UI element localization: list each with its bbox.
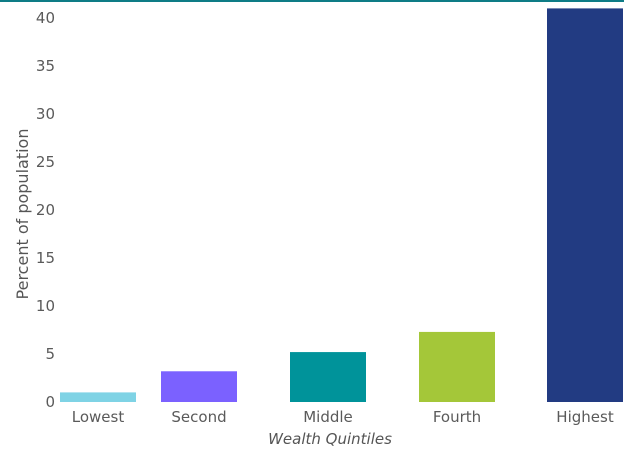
bar-lowest [60,392,136,402]
x-axis-title: Wealth Quintiles [268,430,392,448]
y-tick-label: 5 [45,345,55,363]
y-tick-label: 15 [36,249,55,267]
bar-fourth [419,331,495,402]
y-tick-label: 30 [36,105,55,123]
x-axis-ticks: Lowest Second Middle Fourth Highest [72,408,614,426]
x-tick-label-highest: Highest [556,408,614,426]
y-axis-title: Percent of population [13,129,32,300]
bar-highest [547,8,623,403]
y-axis-ticks: 0 5 10 15 20 25 30 35 40 [36,9,55,411]
y-tick-label: 10 [36,297,55,315]
y-tick-label: 20 [36,201,55,219]
x-tick-label-lowest: Lowest [72,408,125,426]
y-tick-label: 40 [36,9,55,27]
x-tick-label-fourth: Fourth [433,408,481,426]
x-tick-label-middle: Middle [303,408,353,426]
bar-middle [290,352,366,402]
y-tick-label: 25 [36,153,55,171]
y-tick-label: 0 [45,393,55,411]
bar-second [161,371,237,402]
bars [60,8,623,403]
y-tick-label: 35 [36,57,55,75]
x-tick-label-second: Second [171,408,226,426]
